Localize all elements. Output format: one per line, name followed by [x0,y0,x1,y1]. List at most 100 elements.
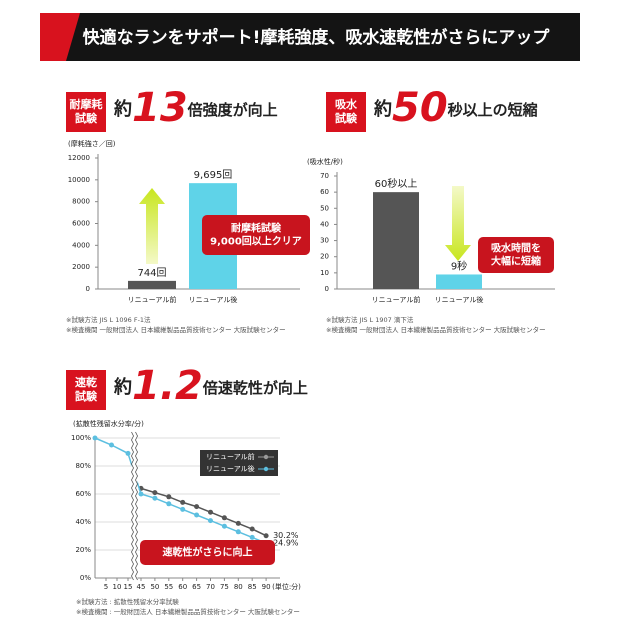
callout [478,237,554,273]
headline-prefix: 約 [373,98,392,120]
y-tick-label: 12000 [68,154,90,162]
axis-break-line [131,431,134,581]
y-axis-title: (摩耗強さ／回) [68,139,116,148]
data-point [152,490,158,496]
headline-suffix: 倍速乾性が向上 [202,379,308,397]
x-tick-label: 80 [234,583,243,591]
badge [66,370,106,410]
headline-number: 50 [392,85,448,131]
callout-text: 大幅に短縮 [491,255,541,268]
callout [140,540,275,565]
x-tick-label: 75 [220,583,229,591]
y-tick-label: 10000 [68,176,90,184]
y-tick-label: 6000 [72,220,90,228]
y-tick-label: 10 [320,269,329,277]
header-accent [40,13,80,61]
y-tick-label: 20 [320,253,329,261]
legend-label: リニューアル後 [206,464,255,473]
data-point [249,534,255,540]
y-tick-label: 2000 [72,263,90,271]
bar [436,274,482,289]
data-point [125,450,131,456]
data-point [138,491,144,497]
x-tick-label: リニューアル後 [435,295,484,304]
footnote: ※検査機関 一般財団法人 日本繊維製品品質技術センター 大阪試験センター [66,325,286,334]
badge-text: 試験 [75,389,98,403]
headline-suffix: 倍強度が向上 [187,101,278,119]
y-axis-title: (拡散性残留水分率/分) [73,419,144,428]
data-point [263,533,269,539]
footnote: ※検査機関 : 一般財団法人 日本繊維製品品質技術センター 大阪試験センター [76,607,300,616]
trend-arrow [139,188,165,264]
data-point [221,515,227,521]
y-tick-label: 8000 [72,198,90,206]
x-tick-label: 15 [124,583,133,591]
badge-text: 耐摩耗 [70,97,103,111]
headline-prefix: 約 [113,98,132,120]
callout-text: 速乾性がさらに向上 [163,546,253,559]
callout [202,215,310,255]
y-tick-label: 4000 [72,241,90,249]
badge [66,92,106,132]
x-tick-label: 90 [262,583,271,591]
value-label: 744回 [137,267,166,279]
bar [373,192,419,289]
y-tick-label: 40% [75,518,91,526]
series-line [140,487,267,537]
callout-text: 9,000回以上クリア [210,235,302,248]
y-axis-title: (吸水性/秒) [307,157,343,166]
legend-label: リニューアル前 [206,452,255,461]
data-point [221,523,227,529]
value-label: 9秒 [451,259,467,272]
x-tick-label: 65 [192,583,201,591]
y-tick-label: 0 [325,285,329,293]
legend-marker [263,454,269,460]
y-tick-label: 0 [86,285,90,293]
value-label: 30.2% [273,531,299,540]
headline: 約50秒以上の短縮 [373,85,538,131]
value-label: 9,695回 [194,169,233,181]
legend [200,450,278,476]
trend-arrow [445,186,471,261]
y-tick-label: 0% [80,574,91,582]
x-tick-label: 55 [164,583,173,591]
axis-break-line [135,431,138,581]
data-point [194,504,200,510]
value-label: 60秒以上 [375,177,418,190]
data-point [166,501,172,507]
data-point [180,506,186,512]
axis-break [131,432,138,582]
bar [128,280,176,289]
badge-text: 吸水 [335,97,358,111]
callout-text: 耐摩耗試験 [231,222,282,235]
data-point [208,518,213,524]
badge-text: 試験 [75,111,98,125]
y-tick-label: 50 [320,204,329,212]
data-point [208,509,213,515]
callout-text: 吸水時間を [491,242,541,255]
y-tick-label: 60% [75,490,91,498]
y-tick-label: 60 [320,188,329,196]
headline-number: 1.2 [132,363,203,409]
footnote: ※検査機関 一般財団法人 日本繊維製品品質技術センター 大阪試験センター [326,325,546,334]
data-point [109,442,114,448]
x-tick-label: 60 [178,583,187,591]
y-tick-label: 80% [75,462,91,470]
x-tick-label: 85 [248,583,257,591]
footnote: ※試験方法 JIS L 1096 F-1法 [66,315,151,324]
legend-marker [263,466,269,472]
data-point [166,494,172,500]
y-tick-label: 70 [320,172,329,180]
data-point [92,435,98,441]
badge-text: 試験 [335,111,358,125]
headline: 約1.2倍速乾性が向上 [113,363,308,409]
badge [326,92,366,132]
x-tick-label: リニューアル前 [128,295,177,304]
x-tick-label: リニューアル前 [372,295,421,304]
data-point [249,526,255,532]
footnote: ※試験方法 : 拡散性残留水分率試験 [76,597,179,606]
x-tick-label: 70 [206,583,215,591]
headline: 約13倍強度が向上 [113,85,278,131]
data-point [235,529,241,535]
